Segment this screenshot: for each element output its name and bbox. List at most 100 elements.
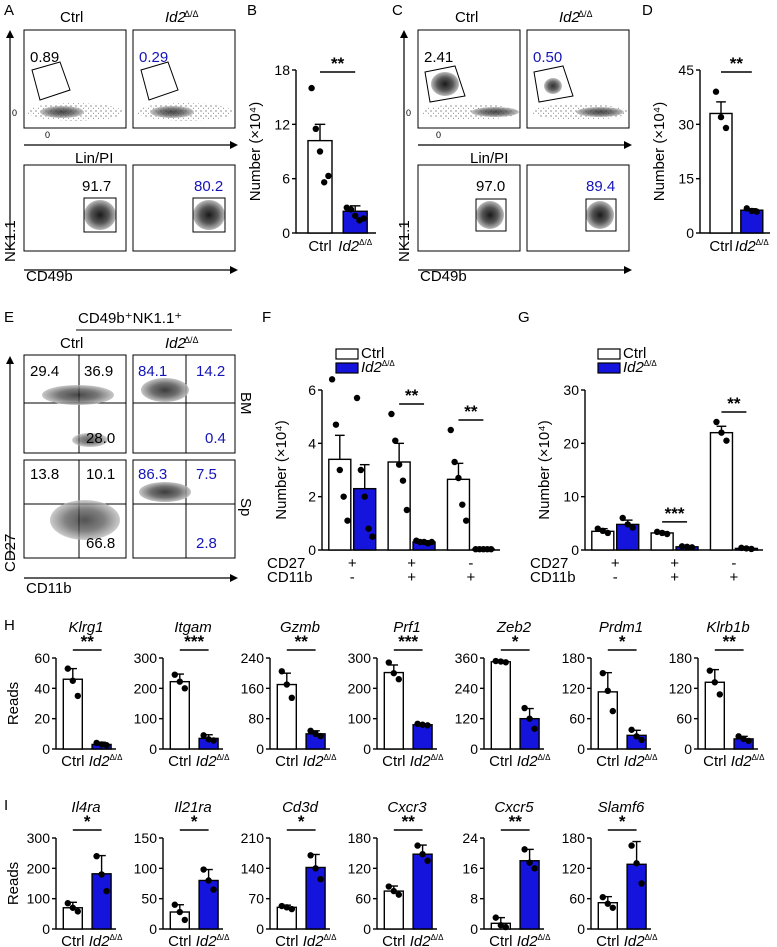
- flow-a-id2-sup: Δ/Δ: [184, 9, 199, 19]
- chart-g-y-tick-label-2: 20: [563, 435, 579, 451]
- chart-i-cxcr5-ctrl-point-2: [502, 923, 509, 931]
- panel-e: E CD49b⁺NK1.1⁺ Ctrl Id2 Δ/Δ 29.4 36.9 28…: [2, 309, 254, 597]
- chart-i-il4ra-id2-point-0: [93, 853, 100, 860]
- chart-h-zeb2-id2-point-1: [526, 715, 533, 722]
- flow-c-density-id2-gate: [544, 78, 562, 94]
- panel-c: C Ctrl Id2 Δ/Δ 2.41 0.50 0 0 Lin/PI 97.0…: [392, 2, 632, 285]
- chart-i-cxcr5-id2-point-2: [531, 865, 538, 872]
- chart-h-klrb1b-ctrl-point-2: [716, 691, 723, 698]
- flow-c-nk-gate-ctrl: [475, 198, 507, 232]
- chart-h-zeb2-ctrl-point-0: [492, 657, 499, 665]
- chart-d-id2-point-1: [748, 207, 755, 215]
- chart-i-cd3d-id2-point-2: [317, 875, 324, 883]
- chart-g-g0-ctrl-point-1: [599, 527, 606, 534]
- flow-a-nk-gate-ctrl: [83, 197, 117, 233]
- chart-i-cxcr3-sig-label: **: [402, 812, 416, 831]
- flow-a-cd49b-arrow-head: [230, 266, 238, 274]
- flow-c-id2-label: Id2: [559, 9, 581, 26]
- chart-h-y-label: Reads: [5, 682, 22, 725]
- flow-e-sp-ctrl-q1: 13.8: [30, 466, 59, 483]
- flow-c-top-ctrl-value: 2.41: [424, 49, 453, 66]
- flow-e-y-arrow-head: [6, 356, 14, 364]
- chart-f-g2-sig-label: **: [464, 402, 478, 421]
- chart-h-itgam-ctrl-point-0: [171, 671, 178, 678]
- chart-h-itgam-ctrl-point-1: [176, 678, 183, 685]
- chart-b-sig-label: **: [331, 54, 345, 73]
- chart-i-cxcr3-category-0: Ctrl: [382, 933, 405, 947]
- flow-a-frame-top-ctrl: [23, 29, 127, 129]
- panel-letter-c: C: [392, 2, 403, 19]
- panel-letter-e: E: [4, 309, 14, 326]
- chart-h-klrg1-ctrl-point-2: [74, 692, 82, 700]
- flow-e-bm-id2-q3: 0.4: [205, 430, 226, 447]
- chart-i-cd3d-y-tick-label-0: 0: [256, 921, 264, 937]
- chart-g-g0-ctrl-point-0: [594, 525, 601, 532]
- flow-a-top-ctrl-value: 0.89: [30, 49, 59, 66]
- chart-h-prf1-id2-bar: [412, 724, 433, 750]
- chart-h-klrg1-y-tick-label-3: 60: [34, 650, 50, 666]
- chart-d-sig-label: **: [730, 54, 744, 73]
- chart-f-g0-ctrl-bar: [328, 458, 352, 551]
- chart-h-gzmb-title: Gzmb: [280, 619, 320, 636]
- chart-i-cd3d-category-1: Id2Δ/Δ: [303, 933, 337, 947]
- flow-e-bm-ctrl-q1: 29.4: [30, 363, 59, 380]
- flow-c-x-arrow-head: [624, 141, 632, 149]
- chart-i-cxcr5-y-tick-label-2: 16: [462, 860, 478, 876]
- chart-i-il21ra-y-tick-label-3: 150: [134, 830, 158, 846]
- flow-e-frame-sp-ctrl: [23, 459, 127, 559]
- chart-i-slamf6-ctrl-point-1: [604, 900, 611, 907]
- flow-e-sp-ctrl-q3: 66.8: [86, 535, 115, 552]
- chart-i-cd3d-ctrl-point-1: [283, 904, 290, 911]
- chart-g-row-label-0: CD27: [530, 555, 568, 572]
- chart-f-g1-ctrl-point-2: [395, 461, 403, 468]
- flow-c-nk-density-ctrl: [476, 201, 504, 229]
- flow-a-nk-density-ctrl: [84, 200, 116, 230]
- chart-g-g2-ctrl-point-2: [723, 437, 730, 444]
- chart-b-id2-point-4: [360, 215, 367, 222]
- flow-a-gate-id2: [140, 61, 179, 101]
- chart-f-g0-ctrl-point-0: [328, 376, 336, 383]
- flow-e-sp-id2-density: [139, 482, 191, 502]
- chart-d-y-tick-label-1: 15: [678, 171, 694, 187]
- chart-i-slamf6-category-0: Ctrl: [596, 933, 619, 947]
- chart-b-category-0: Ctrl: [308, 238, 331, 255]
- chart-i-il21ra-ctrl-point-2: [181, 916, 188, 924]
- chart-h-prf1-ctrl-bar: [383, 671, 404, 750]
- flow-c-bottom-ctrl-value: 97.0: [476, 178, 505, 195]
- chart-g-legend-label-0: Ctrl: [623, 345, 646, 362]
- chart-f-g1-marker-1: +: [407, 569, 416, 586]
- chart-i-slamf6-title: Slamf6: [598, 799, 645, 816]
- chart-f-y-label: Number (×10⁴): [273, 420, 290, 519]
- chart-b-y-tick-label-3: 18: [274, 62, 290, 78]
- chart-h-klrb1b-title: Klrb1b: [706, 619, 749, 636]
- flow-a-nk-gate-id2: [192, 197, 226, 233]
- chart-h-prf1-category-1: Id2Δ/Δ: [410, 753, 444, 770]
- chart-i-il21ra-y-tick-label-1: 50: [141, 891, 157, 907]
- chart-f-legend-swatch-0: [335, 348, 359, 360]
- chart-h-klrb1b-id2-point-2: [745, 737, 752, 745]
- chart-h-prf1-ctrl-point-0: [385, 659, 392, 666]
- chart-f-row-label-1: CD11b: [267, 569, 313, 586]
- chart-i-cxcr3-y-tick-label-1: 60: [355, 891, 371, 907]
- chart-h-klrg1-y-tick-label-1: 20: [34, 711, 50, 727]
- chart-i-cxcr5-title: Cxcr5: [494, 799, 534, 816]
- chart-i-cxcr3-category-1: Id2Δ/Δ: [410, 933, 444, 947]
- chart-d-ctrl-bar: [709, 112, 733, 234]
- flow-a-y-zero: 0: [12, 108, 17, 118]
- chart-b: 0 6 12 18 Number (×10⁴) Ctrl Id2Δ/Δ **: [247, 54, 376, 255]
- flow-c-nk-gate-id2: [585, 198, 617, 232]
- chart-g-g2-id2-point-2: [748, 545, 755, 553]
- chart-g-g2-ctrl-point-0: [713, 418, 720, 426]
- chart-h-gzmb-sig-label: **: [295, 632, 309, 651]
- chart-h-gzmb-ctrl-point-0: [278, 668, 285, 675]
- chart-h-prdm1-y-tick-label-0: 0: [577, 741, 585, 757]
- chart-g-y-label: Number (×10⁴): [536, 420, 553, 519]
- chart-i-cd3d-y-tick-label-3: 210: [241, 830, 265, 846]
- chart-h-zeb2-category-1: Id2Δ/Δ: [517, 753, 551, 770]
- flow-c-cd49b-label: CD49b: [420, 268, 467, 285]
- chart-f-g2-ctrl-point-1: [451, 458, 458, 466]
- chart-f-g0-ctrl-point-3: [340, 493, 347, 500]
- chart-g-g1-ctrl-point-2: [663, 530, 671, 538]
- chart-f-g0-id2-point-0: [353, 394, 361, 402]
- flow-a-x-zero: 0: [45, 130, 50, 140]
